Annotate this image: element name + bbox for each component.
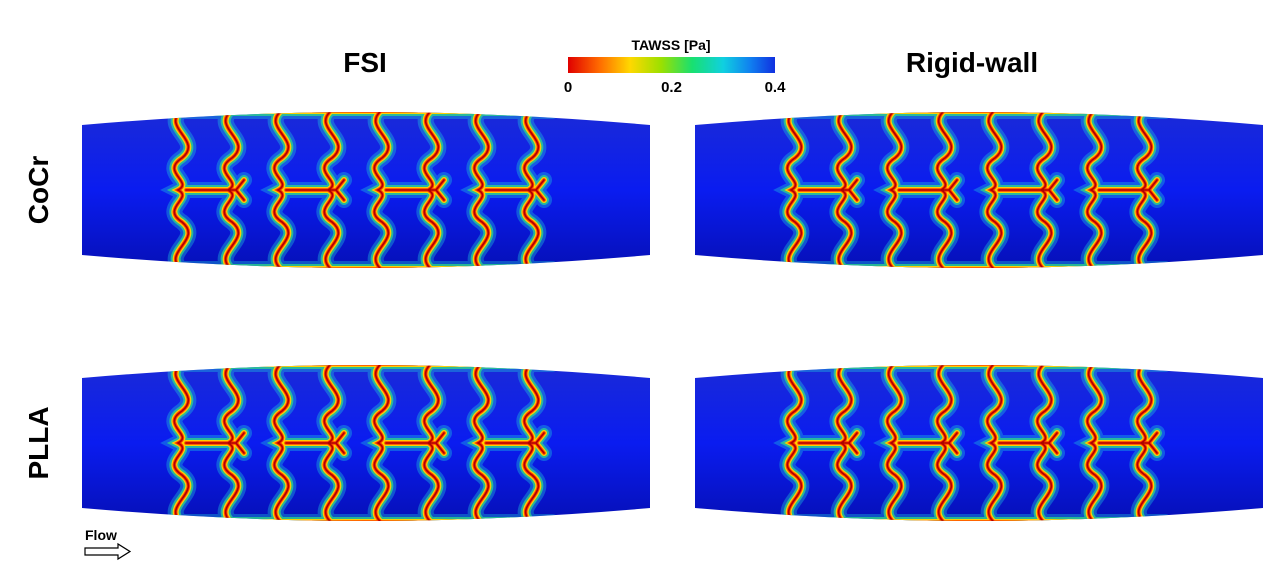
flow-arrow	[84, 542, 132, 561]
column-title: FSI	[343, 47, 387, 78]
row-label: PLLA	[23, 406, 54, 479]
colorbar	[568, 57, 775, 73]
panel-rigid-cocr	[695, 110, 1263, 270]
panel-fsi-plla	[82, 363, 650, 523]
flow-label: Flow	[85, 527, 117, 543]
panel-rigid-plla	[695, 363, 1263, 523]
colorbar-tick-label: 0.4	[765, 79, 787, 96]
colorbar-tick-label: 0.2	[661, 79, 682, 96]
row-label: CoCr	[23, 156, 54, 225]
colorbar-tick-label: 0	[564, 79, 572, 96]
column-title: Rigid-wall	[906, 47, 1038, 78]
panel-fsi-cocr	[82, 110, 650, 270]
colorbar-ticks: 0 0.2 0.4	[564, 79, 786, 96]
colorbar-title: TAWSS [Pa]	[631, 37, 710, 53]
